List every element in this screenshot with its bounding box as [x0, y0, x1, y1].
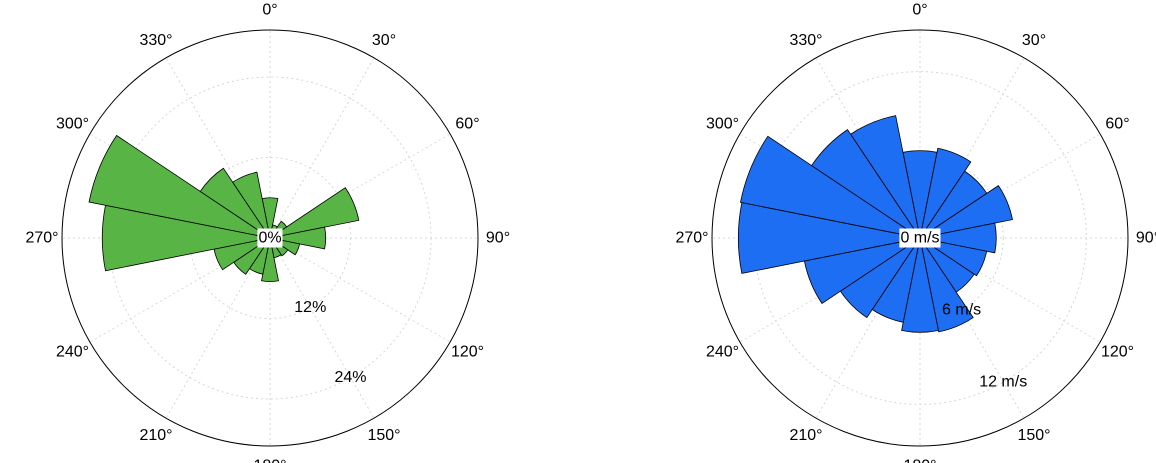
- sector-315: [199, 167, 271, 239]
- sector-157-5: [919, 237, 974, 333]
- sector-67-5: [269, 187, 360, 239]
- direction-label-330: 330°: [789, 32, 822, 49]
- outer-circle: [61, 29, 479, 447]
- sector-180: [261, 237, 279, 283]
- direction-label-240: 240°: [56, 344, 89, 361]
- outer-circle: [711, 29, 1129, 447]
- direction-label-240: 240°: [706, 344, 739, 361]
- grid-spoke: [269, 237, 451, 343]
- center-label: 0 m/s: [900, 230, 939, 247]
- direction-label-300: 300°: [706, 116, 739, 133]
- direction-label-120: 120°: [1101, 344, 1134, 361]
- sector-337-5: [232, 171, 271, 239]
- center-label-background: [899, 228, 941, 248]
- direction-label-30: 30°: [1022, 32, 1046, 49]
- direction-label-120: 120°: [451, 344, 484, 361]
- direction-label-150: 150°: [367, 427, 400, 444]
- direction-label-60: 60°: [455, 116, 479, 133]
- sector-315: [811, 129, 921, 239]
- sector-90: [919, 222, 997, 254]
- sector-180: [901, 237, 939, 333]
- direction-label-30: 30°: [372, 32, 396, 49]
- sector-90: [269, 226, 327, 250]
- direction-label-270: 270°: [25, 230, 58, 247]
- direction-label-60: 60°: [1105, 116, 1129, 133]
- ring-label-12pct: 12%: [294, 299, 326, 316]
- sector-337-5: [850, 115, 921, 239]
- direction-label-210: 210°: [789, 427, 822, 444]
- grid-spoke: [269, 237, 375, 419]
- ring-label-6-m-s: 6 m/s: [942, 302, 981, 319]
- direction-label-0: 0°: [912, 2, 927, 19]
- direction-label-270: 270°: [675, 230, 708, 247]
- sector-292-5: [88, 134, 271, 239]
- sector-22-5: [919, 147, 972, 239]
- ring-label-24pct: 24%: [334, 369, 366, 386]
- center-label: 0%: [258, 230, 281, 247]
- direction-label-180: 180°: [903, 458, 936, 463]
- direction-label-210: 210°: [139, 427, 172, 444]
- direction-label-330: 330°: [139, 32, 172, 49]
- direction-label-150: 150°: [1017, 427, 1050, 444]
- direction-label-90: 90°: [1136, 230, 1156, 247]
- center-label-background: [257, 228, 283, 248]
- ring-label-12-m-s: 12 m/s: [979, 374, 1027, 391]
- direction-label-300: 300°: [56, 116, 89, 133]
- direction-label-0: 0°: [262, 2, 277, 19]
- direction-label-180: 180°: [253, 458, 286, 463]
- frequency-rose: 0° 30° 60° 90° 120° 150° 180° 210° 240° 270° 300° 3…: [25, 2, 510, 463]
- direction-label-90: 90°: [486, 230, 510, 247]
- sector-67-5: [919, 185, 1013, 239]
- sector-292-5: [740, 135, 921, 239]
- speed-rose: 0° 30° 60° 90° 120° 150° 180° 210° 240° 270° 300° 3…: [675, 2, 1156, 463]
